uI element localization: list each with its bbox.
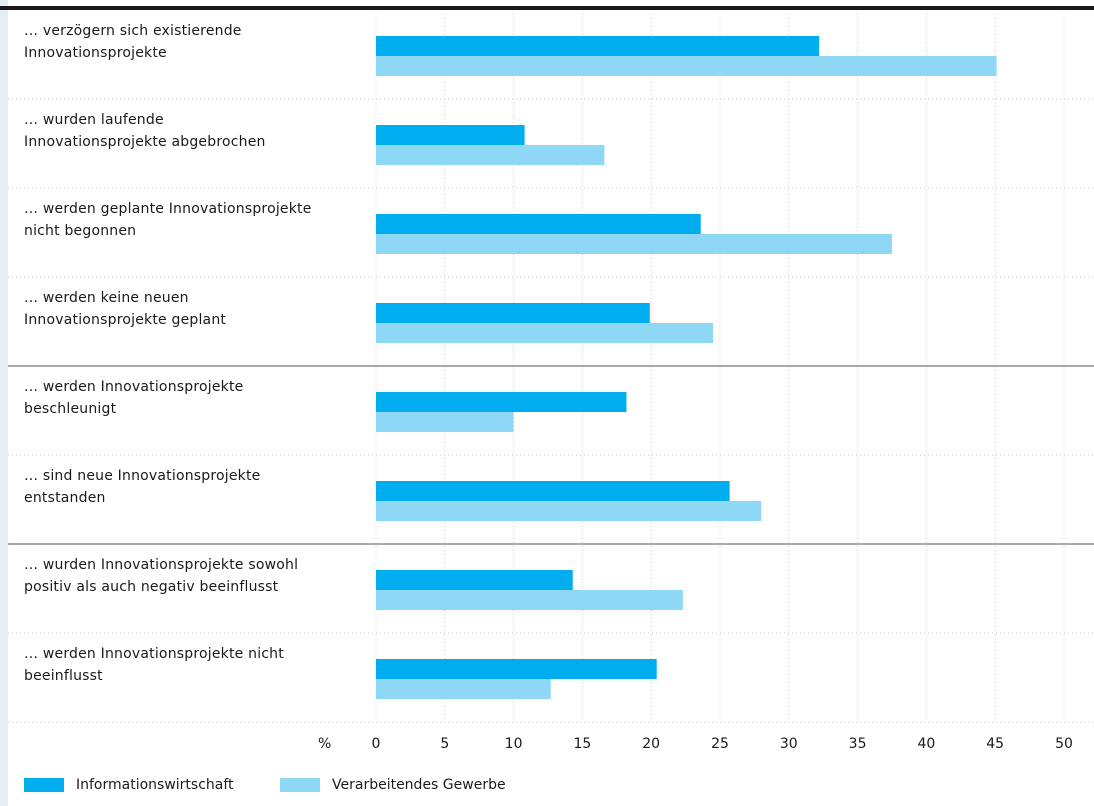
bar-verarbeitendes-gewerbe [376,679,551,699]
top-rule [0,6,1094,10]
x-tick-label: 5 [440,736,450,752]
legend-label-info: Informationswirtschaft [76,777,234,793]
bar-verarbeitendes-gewerbe [376,501,762,521]
bar-verarbeitendes-gewerbe [376,145,605,165]
legend-swatch-verarb [280,778,320,792]
category-label-line: … wurden Innovationsprojekte sowohl [24,557,299,573]
bar-informationswirtschaft [376,570,573,590]
category-label-line: positiv als auch negativ beeinflusst [24,579,279,595]
category-label: … verzögern sich existierende Innovations… [24,20,354,64]
legend-item-verarb: Verarbeitendes Gewerbe [280,776,506,794]
x-tick-label: 50 [1055,736,1073,752]
bar-informationswirtschaft [376,214,701,234]
category-label: … werden Innovationsprojekte nicht beeinf… [24,643,354,687]
legend-item-info: Informationswirtschaft [24,776,234,794]
category-label-line: beeinflusst [24,668,103,684]
category-label-line: nicht begonnen [24,223,137,239]
category-label-line: Innovationsprojekte abgebrochen [24,134,266,150]
bar-informationswirtschaft [376,659,657,679]
category-label: … wurden Innovationsprojekte sowohl posit… [24,554,354,598]
x-axis-unit: % [318,736,332,752]
bar-verarbeitendes-gewerbe [376,56,997,76]
bar-verarbeitendes-gewerbe [376,590,683,610]
category-label-line: … sind neue Innovationsprojekte [24,468,261,484]
bar-informationswirtschaft [376,36,820,56]
category-label-line: … werden keine neuen [24,290,189,306]
category-label-line: beschleunigt [24,401,117,417]
category-label-line: Innovationsprojekte geplant [24,312,227,328]
x-tick-label: 15 [573,736,592,752]
category-label: … werden geplante Innovationsprojekte nic… [24,198,354,242]
x-tick-label: 40 [917,736,936,752]
category-label-line: Innovationsprojekte [24,45,167,61]
bar-informationswirtschaft [376,481,730,501]
legend-label-verarb: Verarbeitendes Gewerbe [332,777,506,793]
bar-verarbeitendes-gewerbe [376,234,892,254]
x-tick-label: 10 [504,736,523,752]
category-label-line: … werden Innovationsprojekte [24,379,244,395]
category-label-line: … werden geplante Innovationsprojekte [24,201,312,217]
bar-informationswirtschaft [376,392,627,412]
category-label-line: … verzögern sich existierende [24,23,242,39]
category-label: … werden keine neuen Innovationsprojekte … [24,287,354,331]
bar-informationswirtschaft [376,303,650,323]
x-tick-label: 30 [779,736,798,752]
category-label: … sind neue Innovationsprojekte entstande… [24,465,354,509]
category-label-line: … wurden laufende [24,112,164,128]
x-tick-label: 20 [642,736,661,752]
bar-informationswirtschaft [376,125,525,145]
x-tick-label: 35 [848,736,867,752]
x-tick-label: 0 [371,736,381,752]
bar-verarbeitendes-gewerbe [376,412,514,432]
legend-swatch-info [24,778,64,792]
category-label-line: entstanden [24,490,106,506]
left-accent-strip [0,0,8,806]
category-label: … wurden laufende Innovationsprojekte abg… [24,109,354,153]
category-label: … werden Innovationsprojekte beschleunigt [24,376,354,420]
category-label-line: … werden Innovationsprojekte nicht [24,646,284,662]
x-tick-label: 25 [711,736,729,752]
x-tick-label: 45 [986,736,1005,752]
bar-verarbeitendes-gewerbe [376,323,714,343]
